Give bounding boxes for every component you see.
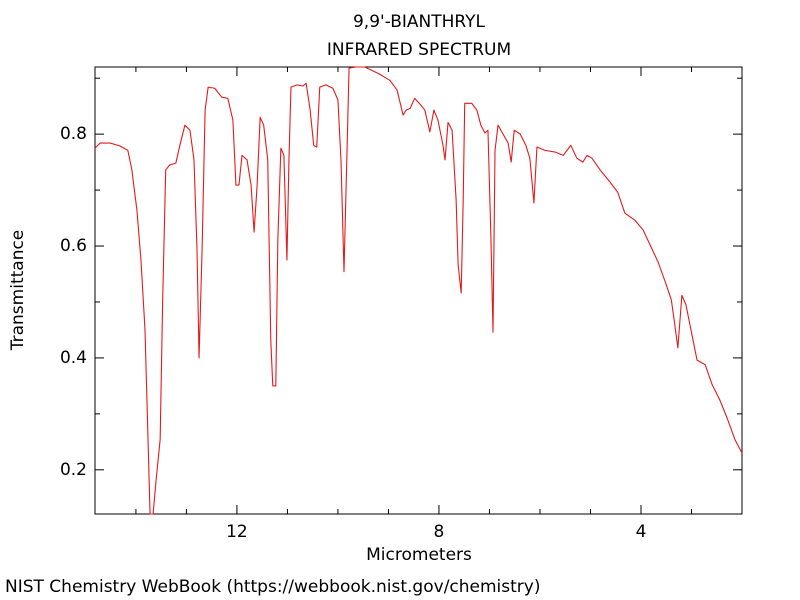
plot-frame	[94, 66, 743, 515]
y-tick-label: 0.4	[60, 348, 87, 368]
x-axis-label: Micrometers	[366, 545, 472, 565]
y-tick-label: 0.2	[60, 460, 87, 480]
source-note: NIST Chemistry WebBook (https://webbook.…	[5, 577, 540, 597]
x-tick-label: 12	[226, 522, 248, 542]
y-tick-label: 0.6	[60, 236, 87, 256]
y-tick-label: 0.8	[60, 124, 87, 144]
spectrum-line	[94, 66, 743, 515]
chart-subtitle: INFRARED SPECTRUM	[327, 40, 511, 60]
chart-title: 9,9'-BIANTHRYL	[353, 12, 486, 32]
x-tick-label: 4	[636, 522, 647, 542]
x-tick-label: 8	[434, 522, 445, 542]
y-axis-label: Transmittance	[8, 230, 28, 352]
